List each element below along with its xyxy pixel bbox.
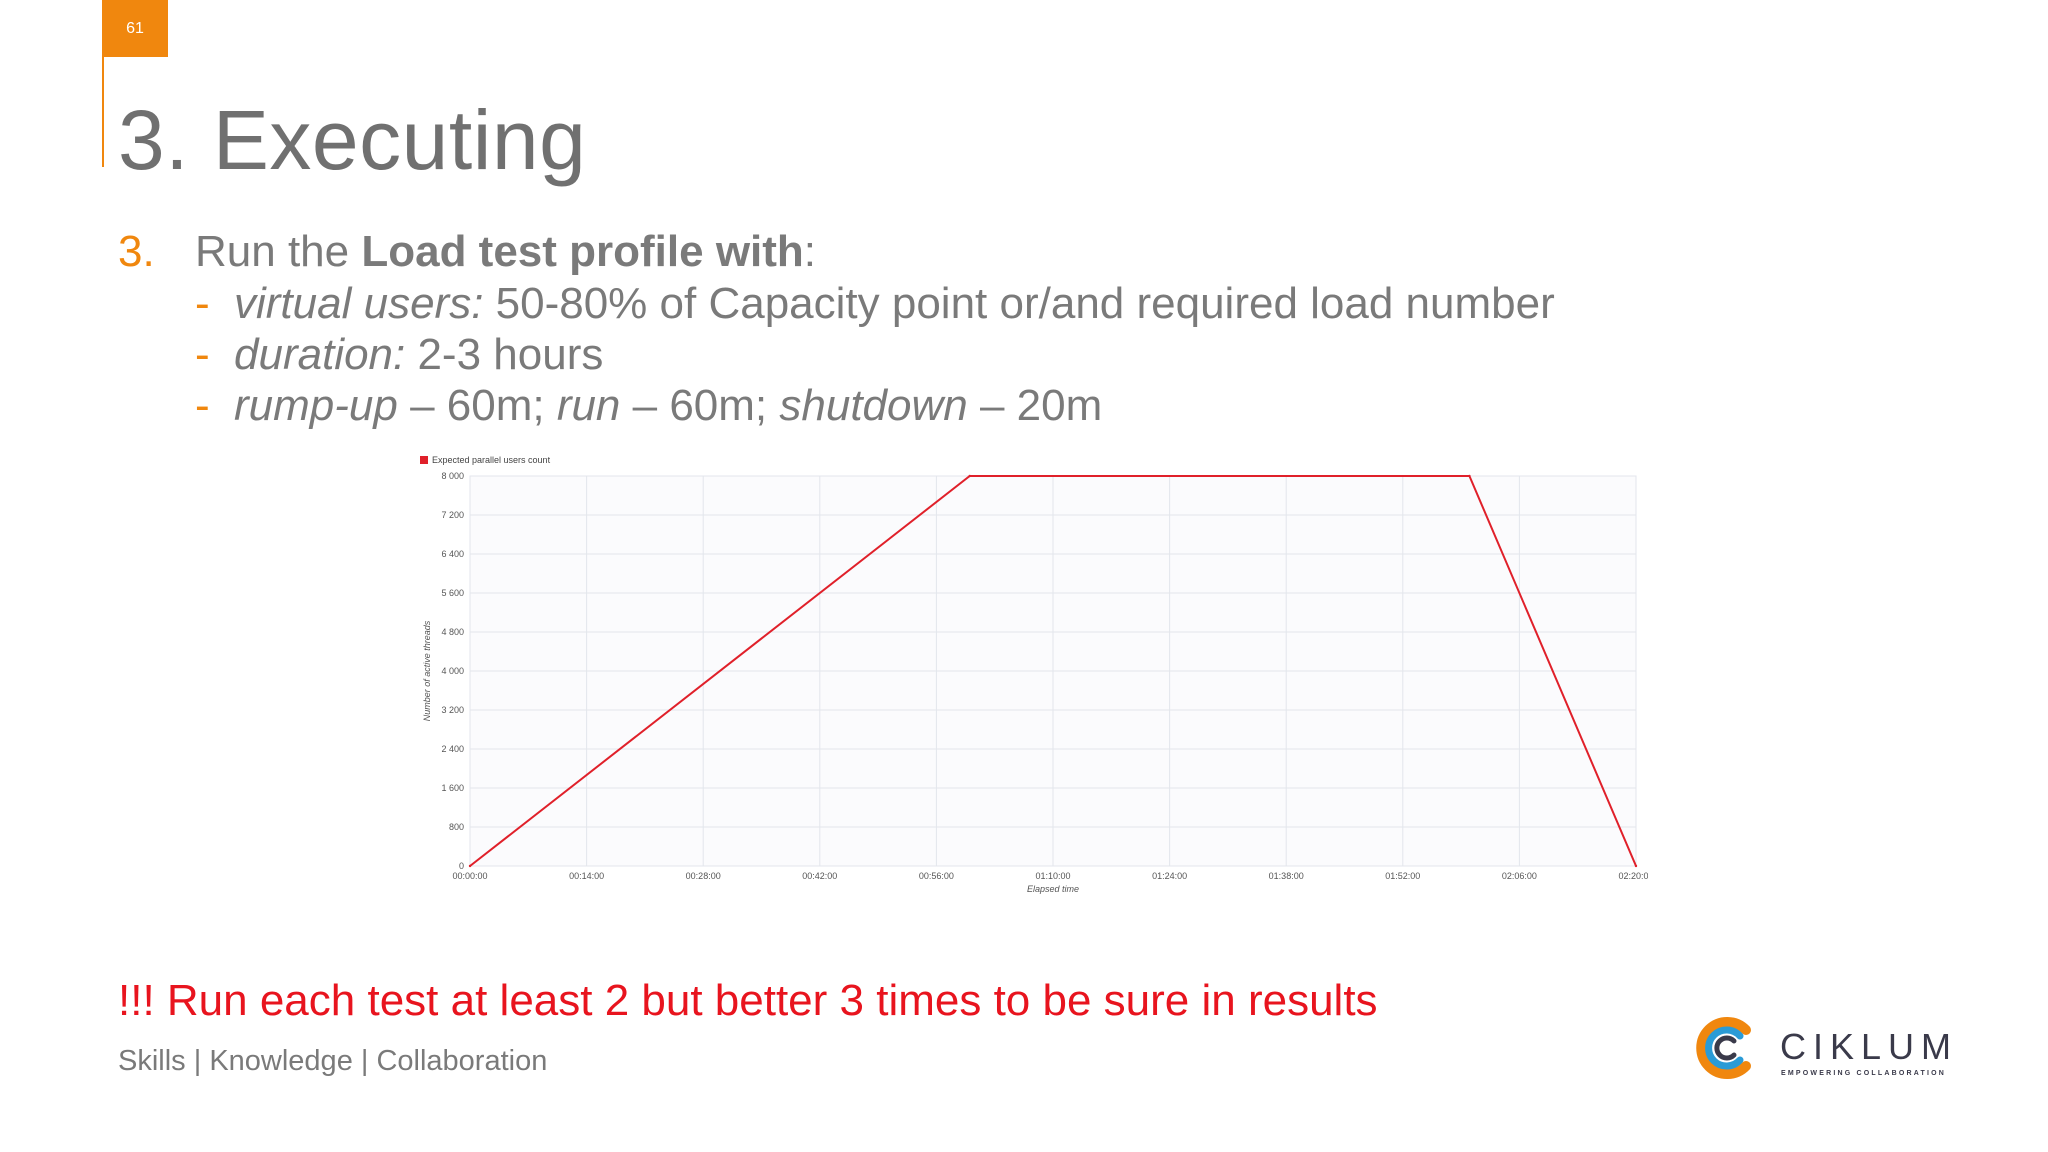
series-line: [469, 475, 1637, 867]
series-point: [468, 864, 472, 868]
footer-tagline: Skills | Knowledge | Collaboration: [118, 1045, 548, 1077]
y-tick-label: 7 200: [441, 510, 464, 520]
y-tick-label: 4 000: [441, 666, 464, 676]
x-tick-label: 00:28:00: [686, 871, 721, 881]
phase-rampup-value: – 60m;: [397, 381, 557, 430]
slide-title: 3. Executing: [118, 93, 587, 187]
x-tick-label: 01:38:00: [1269, 871, 1304, 881]
sub-item-value: 2-3 hours: [405, 330, 604, 379]
phase-shutdown-value: – 20m: [967, 381, 1103, 430]
dash-bullet: -: [195, 330, 210, 379]
sub-item-label: virtual users:: [234, 279, 484, 328]
x-tick-label: 00:56:00: [919, 871, 954, 881]
logo-tagline: EMPOWERING COLLABORATION: [1781, 1070, 1947, 1077]
list-intro: Run the Load test profile with:: [195, 226, 816, 278]
y-axis-label: Number of active threads: [422, 620, 432, 721]
series-point: [1634, 864, 1638, 868]
phase-rampup: rump-up: [234, 381, 398, 430]
x-tick-label: 01:10:00: [1035, 871, 1070, 881]
series-point: [1468, 474, 1471, 478]
phase-shutdown: shutdown: [779, 381, 968, 430]
y-tick-label: 3 200: [441, 705, 464, 715]
accent-line: [102, 57, 104, 167]
sub-item-value: 50-80% of Capacity point or/and required…: [483, 279, 1555, 328]
x-tick-label: 01:24:00: [1152, 871, 1187, 881]
sub-item-label: duration:: [234, 330, 406, 379]
intro-bold: Load test profile with: [361, 227, 804, 276]
intro-text: Run the: [195, 227, 362, 276]
y-tick-label: 8 000: [441, 471, 464, 481]
phase-run-value: – 60m;: [620, 381, 780, 430]
y-tick-label: 2 400: [441, 744, 464, 754]
ciklum-logo: CIKLUM EMPOWERING COLLABORATION: [1688, 1008, 1958, 1088]
x-axis-label: Elapsed time: [1027, 884, 1079, 894]
intro-end: :: [803, 227, 817, 276]
y-tick-label: 0: [459, 861, 464, 871]
chart-svg: 0 800 1 600 2 400 3 200 4 000 4 800 5 600 6 400 7…: [420, 455, 1648, 894]
sub-item-text: duration: 2-3 hours: [234, 329, 603, 380]
sub-item-text: virtual users: 50-80% of Capacity point …: [234, 278, 1555, 329]
y-tick-label: 5 600: [441, 588, 464, 598]
legend-swatch: [420, 456, 428, 464]
ciklum-logo-icon: [1696, 1017, 1751, 1079]
dash-bullet: -: [195, 381, 210, 430]
x-tick-label: 02:06:00: [1502, 871, 1537, 881]
x-tick-label: 00:42:00: [802, 871, 837, 881]
series-point: [968, 474, 971, 478]
x-tick-label: 00:14:00: [569, 871, 604, 881]
x-tick-label: 02:20:00: [1618, 871, 1648, 881]
phase-run: run: [556, 381, 621, 430]
x-tick-label: 00:00:00: [452, 871, 487, 881]
y-tick-label: 6 400: [441, 549, 464, 559]
legend-label: Expected parallel users count: [432, 455, 551, 465]
load-profile-chart: 0 800 1 600 2 400 3 200 4 000 4 800 5 600 6 400 7…: [412, 448, 1648, 924]
y-tick-label: 1 600: [441, 783, 464, 793]
dash-bullet: -: [195, 279, 210, 328]
sub-item-text: rump-up – 60m; run – 60m; shutdown – 20m: [234, 380, 1102, 431]
x-tick-label: 01:52:00: [1385, 871, 1420, 881]
y-tick-label: 4 800: [441, 627, 464, 637]
y-tick-label: 800: [449, 822, 464, 832]
warning-text: !!! Run each test at least 2 but better …: [118, 976, 1378, 1025]
slide-number: 61: [102, 0, 168, 57]
logo-word: CIKLUM: [1780, 1026, 1959, 1067]
list-number: 3.: [118, 227, 155, 276]
